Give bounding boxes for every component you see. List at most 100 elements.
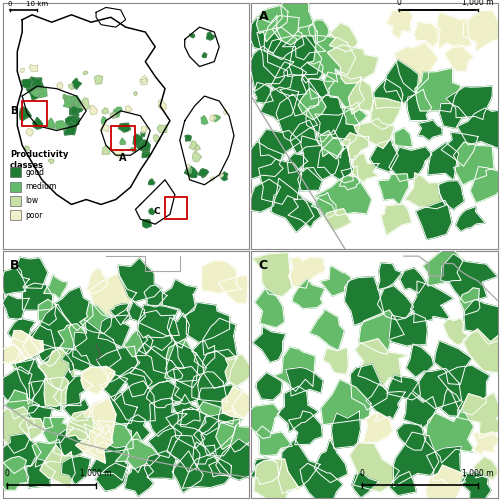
Polygon shape [86,268,108,293]
Polygon shape [406,344,433,377]
Polygon shape [114,381,156,422]
Text: 0: 0 [360,469,364,478]
Polygon shape [260,87,298,121]
Polygon shape [438,366,490,415]
Polygon shape [342,102,367,125]
Polygon shape [186,164,190,168]
Polygon shape [250,15,282,53]
Polygon shape [438,180,464,210]
Polygon shape [210,115,216,121]
Bar [111,126,136,150]
Polygon shape [100,124,108,132]
Polygon shape [404,392,436,428]
Polygon shape [341,132,369,160]
Polygon shape [26,458,56,488]
Polygon shape [464,299,500,344]
Polygon shape [288,154,308,173]
Polygon shape [271,178,314,233]
Polygon shape [394,42,438,92]
Polygon shape [126,106,132,112]
Polygon shape [418,120,442,141]
Polygon shape [470,166,500,203]
Polygon shape [327,45,378,84]
Polygon shape [201,116,208,124]
Polygon shape [142,126,147,133]
Text: Productivity
classes: Productivity classes [10,150,68,170]
Polygon shape [0,433,41,474]
Polygon shape [412,368,462,408]
Polygon shape [26,128,34,136]
Polygon shape [87,442,129,480]
Polygon shape [42,418,74,444]
Polygon shape [461,472,491,500]
Polygon shape [252,326,286,362]
Text: C: C [154,208,160,216]
Polygon shape [202,53,206,58]
Polygon shape [318,138,354,183]
Polygon shape [150,398,186,436]
Polygon shape [166,342,206,388]
Polygon shape [192,341,215,368]
Polygon shape [100,372,128,401]
Polygon shape [64,399,91,421]
Polygon shape [26,405,53,429]
Polygon shape [0,345,27,363]
Polygon shape [124,330,153,356]
Polygon shape [142,148,149,154]
Text: 0: 0 [8,2,12,8]
Polygon shape [185,302,230,343]
Polygon shape [374,79,403,108]
Bar [10,196,21,206]
Polygon shape [64,122,76,135]
Polygon shape [192,372,228,402]
Polygon shape [72,320,121,368]
Polygon shape [389,147,432,182]
Polygon shape [332,411,360,449]
Polygon shape [84,72,88,74]
Polygon shape [64,96,74,108]
Polygon shape [44,377,68,406]
Polygon shape [324,208,351,231]
Polygon shape [246,404,280,438]
Polygon shape [138,334,184,374]
Polygon shape [458,392,500,438]
Polygon shape [271,62,307,96]
Polygon shape [118,258,162,302]
Polygon shape [216,419,254,452]
Polygon shape [118,368,152,397]
Polygon shape [48,159,54,164]
Polygon shape [19,418,46,440]
Polygon shape [348,79,373,114]
Polygon shape [288,257,326,288]
Polygon shape [157,125,167,132]
Polygon shape [288,411,322,444]
Polygon shape [2,265,29,294]
Polygon shape [224,110,227,115]
Polygon shape [389,314,428,346]
Polygon shape [201,421,235,456]
Text: poor: poor [25,211,42,220]
Polygon shape [82,98,90,110]
Polygon shape [255,288,284,328]
Polygon shape [387,374,420,400]
Text: B: B [10,258,20,272]
Polygon shape [73,100,79,105]
Polygon shape [202,350,237,389]
Polygon shape [89,273,136,318]
Polygon shape [340,166,359,190]
Polygon shape [444,318,468,345]
Polygon shape [202,260,241,294]
Polygon shape [355,338,408,386]
Polygon shape [394,432,439,486]
Polygon shape [142,76,148,83]
Text: 1,000 m: 1,000 m [80,469,112,478]
Polygon shape [222,387,254,418]
Polygon shape [180,402,221,435]
Polygon shape [8,318,36,342]
Polygon shape [254,82,274,103]
Polygon shape [129,301,146,322]
Polygon shape [330,23,358,52]
Polygon shape [306,95,345,136]
Polygon shape [220,172,228,180]
Polygon shape [218,276,248,303]
